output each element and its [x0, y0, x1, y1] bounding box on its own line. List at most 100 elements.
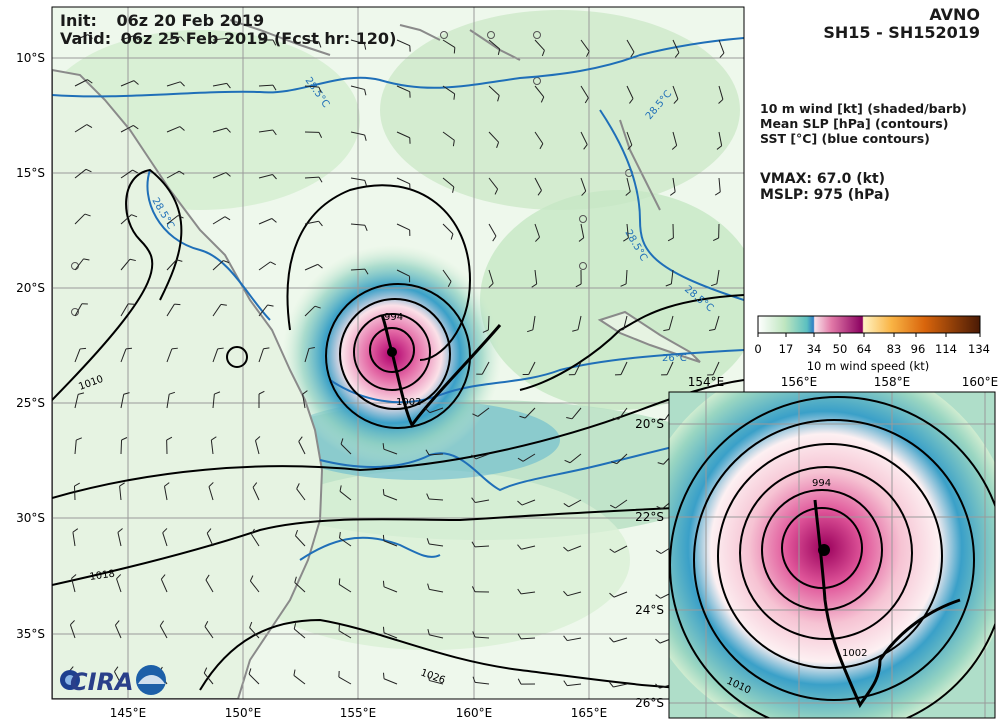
wind-barb-flag [132, 169, 139, 174]
wind-barb-flag [171, 347, 178, 350]
wind-barb-flag [364, 43, 367, 50]
wind-barb-staff [580, 177, 587, 192]
lon-label: 156°E [781, 375, 818, 389]
wind-barb-staff [442, 39, 456, 48]
wind-barb-flag [252, 482, 258, 488]
wind-barb-staff [304, 85, 319, 88]
main-grid [52, 7, 744, 699]
wind-barb-staff [166, 215, 179, 225]
lat-label: 24°S [635, 603, 664, 617]
wind-barb-flag [575, 283, 582, 288]
wind-barb-staff [383, 632, 398, 639]
wind-barb-flag [249, 575, 254, 582]
cira-logo: CIRA [60, 665, 166, 696]
wind-barb-staff [488, 177, 499, 190]
wind-barb-staff [120, 169, 133, 179]
wind-barb-flag [133, 80, 139, 85]
wind-barb-flag [272, 174, 277, 180]
wind-barb-flag [206, 528, 212, 534]
valid-value: 06z 25 Feb 2019 (Fcst hr: 120) [120, 29, 397, 48]
wind-barb-staff [212, 127, 227, 133]
wind-barb-flag [609, 504, 616, 509]
wind-barb-staff [567, 591, 582, 597]
wind-barb-staff [712, 361, 720, 375]
wind-barb-staff [442, 131, 455, 141]
init-line: Init: 06z 20 Feb 2019 [60, 11, 264, 31]
wind-barb-staff [71, 578, 76, 593]
wind-barb-staff [203, 672, 214, 685]
wind-barb-staff [295, 535, 306, 547]
wind-barb-staff [488, 39, 501, 50]
wind-barb-flag [609, 592, 615, 598]
wind-barb-staff [429, 588, 444, 593]
wind-barb-staff [212, 304, 222, 317]
inset-wind-field [669, 392, 995, 718]
wind-barb-flag [497, 48, 501, 55]
wind-barb-staff [120, 214, 132, 225]
wind-barb-flag [655, 683, 660, 689]
wind-barb-staff [718, 131, 723, 146]
wind-barb-flag [472, 631, 476, 638]
inset-frame [668, 391, 996, 719]
wind-barb-flag [674, 52, 680, 58]
wind-barb-flag [563, 680, 568, 686]
wind-barb-flag [318, 41, 322, 48]
wind-barb-flag [471, 454, 477, 460]
wind-barb-staff [163, 486, 168, 501]
wind-barb-staff [672, 85, 679, 100]
wind-barb-flag [655, 638, 661, 644]
lon-label: 150°E [225, 706, 262, 720]
wind-barb-flag [208, 482, 214, 487]
wind-barb-flag [586, 51, 590, 57]
wind-barb-flag [663, 328, 670, 332]
wind-barb-staff [623, 315, 628, 330]
wind-barb-staff [475, 453, 490, 460]
wind-barb-flag [298, 436, 303, 442]
wind-barb-flag [176, 259, 183, 262]
wind-barb-staff [74, 79, 88, 87]
wind-barb-staff [258, 261, 271, 271]
wind-barb-staff [672, 39, 680, 53]
wind-barb-flag [531, 283, 537, 288]
wind-barb-staff [298, 441, 306, 455]
wind-barb-flag [629, 98, 634, 104]
wind-barb-staff [620, 361, 628, 375]
wind-barb-flag [224, 216, 231, 221]
wind-barb-staff [567, 637, 582, 642]
wind-barb-staff [116, 578, 122, 593]
wind-barb-flag [382, 443, 385, 450]
wind-barb-staff [442, 85, 455, 95]
wind-barb-staff [580, 39, 590, 52]
slp-label: 1018 [89, 569, 116, 583]
wind-barb-staff [534, 131, 544, 144]
wind-barb-staff [114, 671, 122, 685]
cira-logo-text: CIRA [70, 668, 134, 696]
storm-id: SH15 - SH152019 [823, 23, 980, 42]
wind-barb-staff [534, 85, 545, 98]
colorbar-tick: 114 [935, 342, 957, 356]
wind-barb-flag [293, 669, 296, 676]
wind-barb-staff [248, 673, 260, 685]
wind-barb-staff [162, 532, 168, 547]
wind-barb-flag [72, 528, 79, 533]
wind-barb-flag [159, 620, 165, 627]
wind-barb-staff [206, 533, 214, 547]
main-lat-labels: 10°S 15°S 20°S 25°S 30°S 35°S [16, 51, 45, 641]
wind-barb-staff [72, 532, 76, 547]
wind-barb-staff [396, 223, 410, 231]
wind-barb-flag [708, 328, 716, 331]
wind-barb-staff [672, 131, 678, 146]
wind-barb-flag [494, 188, 499, 195]
wind-barb-flag [160, 574, 166, 580]
wind-barb-flag [671, 145, 677, 150]
wind-barb-staff [350, 177, 365, 181]
wind-barb-flag [519, 415, 526, 419]
wind-barb-flag [382, 488, 385, 496]
colorbar-label: 10 m wind speed (kt) [807, 359, 930, 373]
wind-barb-staff [428, 498, 444, 501]
wind-barb-staff [204, 626, 214, 639]
legend-line-sst: SST [°C] (blue contours) [760, 131, 930, 146]
wind-barb-staff [293, 675, 306, 685]
wind-barb-staff [580, 131, 588, 145]
wind-barb-staff [574, 361, 582, 375]
